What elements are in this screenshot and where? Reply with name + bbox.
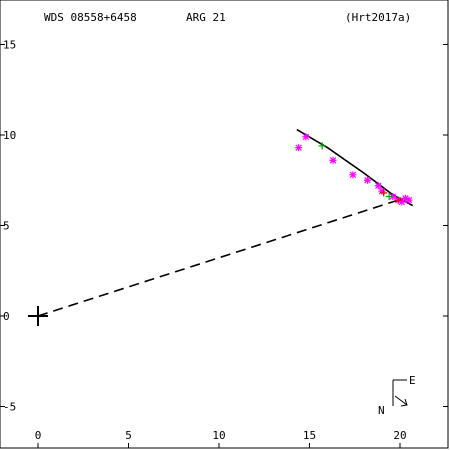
x-tick-label: 10 [212, 429, 225, 442]
observation-asterisk [378, 187, 386, 195]
header-left: WDS 08558+6458 [44, 11, 137, 24]
x-tick-label: 0 [35, 429, 42, 442]
y-tick-label: -5 [3, 401, 16, 414]
primary-star-marker [28, 306, 48, 326]
observation-asterisk [374, 182, 382, 190]
observation-plus [385, 193, 393, 201]
x-tick-label: 5 [125, 429, 132, 442]
marker-stroke [295, 144, 302, 151]
compass: E N [378, 374, 416, 417]
marker-stroke [364, 177, 371, 184]
observation-asterisk [329, 156, 337, 164]
marker-stroke [378, 187, 386, 195]
node-line [37, 197, 404, 317]
y-tick-label: 15 [3, 39, 16, 52]
line-of-nodes [37, 197, 404, 317]
compass-arrow-head [400, 398, 408, 407]
y-tick-label: 5 [3, 220, 10, 233]
observation-asterisk [349, 171, 357, 179]
x-axis: 0 5 10 15 20 [35, 429, 407, 448]
header-right: (Hrt2017a) [345, 11, 411, 24]
marker-stroke [402, 195, 409, 202]
marker-stroke [389, 193, 396, 200]
observation-asterisk [302, 133, 310, 141]
y-tick-label: 0 [3, 310, 10, 323]
observation-asterisk [295, 144, 303, 152]
compass-arrow [394, 395, 408, 406]
observation-plus [318, 142, 326, 150]
marker-stroke [349, 171, 357, 179]
compass-north-label: N [378, 404, 385, 417]
observation-asterisk [363, 176, 371, 184]
marker-stroke [329, 157, 337, 164]
header-center: ARG 21 [186, 11, 226, 24]
observations [295, 133, 413, 206]
observation-plus [394, 196, 402, 204]
x-tick-label: 20 [393, 429, 406, 442]
y-tick-label: 10 [3, 129, 16, 142]
y-axis: 15 10 5 0 -5 [0, 39, 448, 414]
observation-plus [380, 189, 388, 197]
marker-stroke [405, 196, 413, 204]
compass-east-label: E [409, 374, 416, 387]
observation-asterisk [405, 196, 413, 204]
marker-stroke [302, 133, 310, 141]
x-tick-label: 15 [303, 429, 316, 442]
marker-stroke [375, 182, 382, 189]
